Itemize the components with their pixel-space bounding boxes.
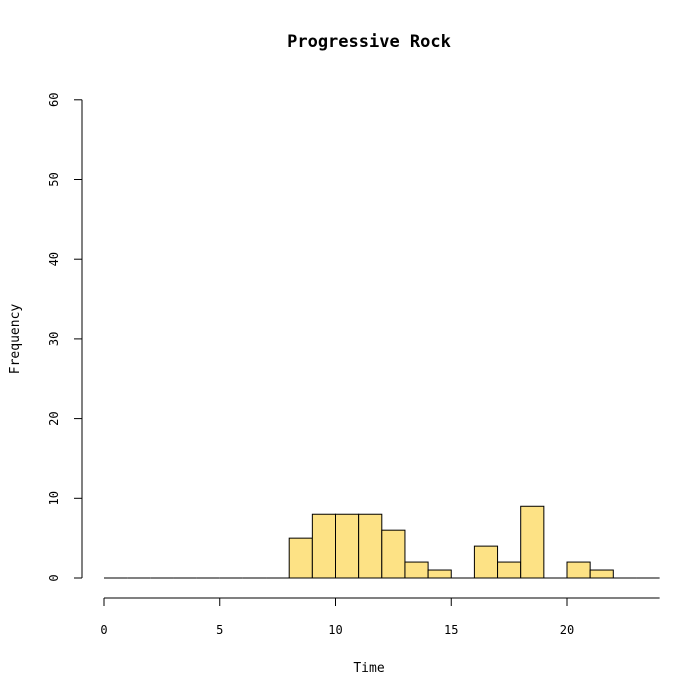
histogram-bar [589, 569, 614, 579]
histogram-bar [358, 513, 383, 579]
histogram-bar [427, 569, 452, 579]
histogram-bar [404, 561, 429, 579]
histogram-bar [497, 561, 522, 579]
histogram-bar [566, 561, 591, 579]
y-tick-label: 0 [47, 574, 61, 581]
histogram-bar [335, 513, 360, 579]
histogram-bar [311, 513, 337, 579]
x-tick-label: 5 [216, 623, 223, 637]
y-tick-label: 10 [47, 491, 61, 505]
chart-title: Progressive Rock [287, 32, 451, 52]
x-tick-label: 20 [560, 623, 574, 637]
histogram-bar [520, 505, 545, 579]
x-axis-label: Time [353, 661, 384, 676]
y-axis-label: Frequency [8, 304, 23, 375]
y-tick-label: 50 [47, 172, 61, 186]
y-tick-label: 40 [47, 252, 61, 266]
y-tick-label: 60 [47, 93, 61, 107]
x-tick-label: 10 [328, 623, 342, 637]
y-tick-label: 30 [47, 332, 61, 346]
plot-area [104, 505, 660, 579]
x-tick-label: 15 [444, 623, 458, 637]
x-tick-label: 0 [100, 623, 107, 637]
y-axis: 0 10 20 30 40 50 60 [47, 93, 83, 582]
histogram-bar [288, 537, 313, 579]
y-tick-label: 20 [47, 411, 61, 425]
histogram-bar [381, 529, 406, 579]
histogram-bar [473, 545, 499, 579]
x-axis: 0 5 10 15 20 [100, 597, 660, 637]
